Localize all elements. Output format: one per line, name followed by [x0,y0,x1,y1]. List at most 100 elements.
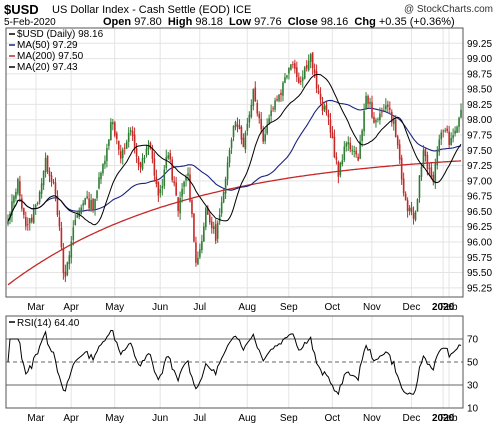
price-candle-body [390,112,393,123]
rsi-x-tick-label: Oct [325,413,341,424]
price-candle-body [357,156,359,161]
price-candle-body [66,262,69,275]
price-candle-body [203,226,205,242]
price-candle-body [377,119,379,120]
price-candle-body [315,71,318,89]
price-candle-body [60,227,63,248]
price-candle-body [56,195,59,215]
rsi-x-tick-label: Nov [363,413,381,424]
price-candle-body [74,219,77,226]
price-candle-body [268,118,270,124]
price-x-tick-label: Feb [440,302,458,313]
price-candle-body [416,199,419,212]
price-candle-body [17,178,19,194]
price-candle-body [444,130,446,132]
price-candle-body [347,142,350,145]
price-x-tick-label: Aug [238,302,256,313]
price-candle-body [13,196,15,203]
price-candle-body [420,166,423,177]
price-candle-body [72,227,75,240]
price-candle-body [224,179,227,194]
price-candle-body [422,150,425,168]
price-candle-body [84,198,86,205]
price-candle-body [321,101,324,111]
price-candle-body [264,134,266,142]
price-candle-body [335,156,338,160]
price-candle-body [21,198,23,209]
price-y-tick-label: 96.50 [467,207,492,218]
description: US Dollar Index - Cash Settle (EOD) ICE [52,4,251,16]
exchange: ICE [232,4,252,16]
price-candle-body [460,109,462,118]
price-candle-body [210,221,213,229]
price-candle-body [50,175,53,182]
price-x-tick-label: Apr [63,302,79,313]
price-candle-body [123,147,126,149]
price-x-tick-label: Nov [363,302,381,313]
quote-date: 5-Feb-2020 [4,17,56,28]
price-y-tick-label: 96.00 [467,237,492,248]
price-candle-body [94,198,96,209]
price-candle-body [114,122,116,136]
price-candle-body [214,224,217,241]
rsi-legend-text: RSI(14) 64.40 [17,318,80,329]
price-candle-body [58,217,61,227]
price-y-tick-label: 95.75 [467,253,492,264]
price-candle-body [175,182,177,196]
price-candle-body [371,102,373,118]
price-candle-body [177,197,179,211]
price-candle-body [34,204,37,208]
price-candle-body [359,141,361,159]
price-candle-body [100,172,102,180]
price-candle-body [252,88,255,107]
price-candle-body [52,181,55,183]
price-candle-body [260,118,263,130]
price-candle-body [363,110,365,132]
price-candle-body [119,151,122,159]
price-y-tick-label: 97.25 [467,161,492,172]
price-candle-body [82,203,84,206]
price-candle-body [446,128,448,131]
price-candle-body [228,150,231,163]
price-candle-body [329,119,332,133]
price-candle-body [296,67,298,78]
chg-label: Chg [354,16,376,28]
price-y-tick-label: 95.25 [467,283,492,294]
price-candle-body [108,139,110,146]
rsi-x-tick-label: Jun [152,413,168,424]
price-candle-body [270,110,272,117]
close-value: 98.16 [320,16,349,28]
price-x-tick-label: Jul [193,302,206,313]
price-y-tick-label: 97.75 [467,130,492,141]
price-candle-body [212,226,215,230]
price-y-tick-label: 98.75 [467,69,492,80]
price-candle-body [313,69,316,74]
price-candle-body [11,201,13,216]
rsi-x-tick-label: Jul [193,413,206,424]
price-candle-body [274,100,276,110]
price-candle-body [379,113,381,121]
ma20-line [7,74,462,226]
rsi-x-tick-label: May [105,413,124,424]
price-x-tick-label: May [105,302,124,313]
price-y-tick-label: 98.50 [467,85,492,96]
price-candle-body [236,124,239,127]
price-candle-body [432,174,435,183]
price-candle-body [48,171,51,177]
price-candle-body [394,119,397,137]
price-candle-body [402,178,405,194]
price-candle-body [149,142,152,147]
price-candle-body [151,147,154,159]
price-candle-body [414,211,417,221]
price-candle-body [7,221,9,225]
price-candle-body [323,106,326,110]
price-candle-body [298,77,300,83]
price-candle-body [216,222,219,239]
price-candle-body [254,87,257,101]
price-candle-body [96,190,98,199]
price-candle-body [367,96,369,104]
price-candle-body [280,92,282,96]
price-candle-body [193,213,195,242]
price-candle-body [201,241,203,251]
price-candle-body [438,139,441,153]
